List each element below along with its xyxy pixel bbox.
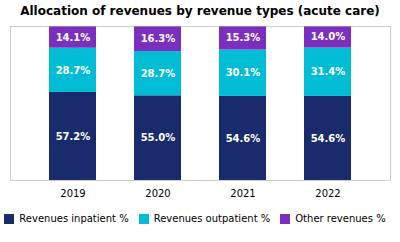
svg-text:2021: 2021 xyxy=(230,188,255,199)
svg-text:14.1%: 14.1% xyxy=(56,32,91,43)
svg-text:28.7%: 28.7% xyxy=(141,68,176,79)
svg-text:54.6%: 54.6% xyxy=(311,133,346,144)
html-text:Allocation of revenues by reve: Allocation of revenues by revenue types … xyxy=(20,4,380,18)
svg-text:2019: 2019 xyxy=(60,188,85,199)
svg-text:57.2%: 57.2% xyxy=(56,131,91,142)
svg-text:30.1%: 30.1% xyxy=(226,67,261,78)
html-text:Revenues inpatient %: Revenues inpatient % xyxy=(19,213,129,224)
svg-text:16.3%: 16.3% xyxy=(141,33,176,44)
svg-text:28.7%: 28.7% xyxy=(56,65,91,76)
svg-text:31.4%: 31.4% xyxy=(311,66,346,77)
svg-text:2020: 2020 xyxy=(145,188,170,199)
svg-text:54.6%: 54.6% xyxy=(226,133,261,144)
svg-text:14.0%: 14.0% xyxy=(311,31,346,42)
html-text:Revenues outpatient %: Revenues outpatient % xyxy=(153,213,271,224)
svg-text:15.3%: 15.3% xyxy=(226,32,261,43)
html-text:Other revenues %: Other revenues % xyxy=(295,213,386,224)
svg-text:55.0%: 55.0% xyxy=(141,132,176,143)
svg-text:2022: 2022 xyxy=(315,188,340,199)
